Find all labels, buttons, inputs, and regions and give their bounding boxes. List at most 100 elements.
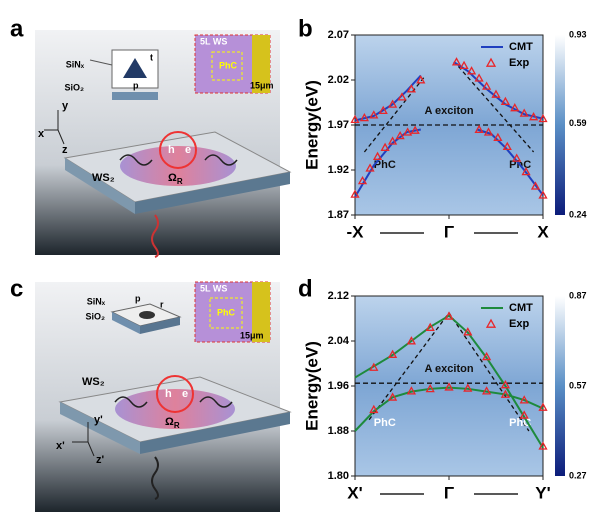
phc-region bbox=[209, 297, 243, 329]
exp-point bbox=[350, 189, 360, 198]
phc-region bbox=[211, 51, 243, 81]
layer-label: SiO₂ bbox=[64, 82, 84, 92]
y-tick-label: 1.87 bbox=[328, 209, 349, 221]
annotation: A exciton bbox=[424, 105, 473, 117]
slab-side bbox=[140, 412, 290, 454]
micrograph-edge bbox=[252, 35, 270, 93]
exp-point bbox=[350, 114, 360, 124]
exp-point bbox=[425, 322, 435, 331]
legend-marker bbox=[485, 57, 497, 67]
exp-point bbox=[387, 392, 398, 401]
y-axis-label: Energy(eV) bbox=[302, 80, 321, 170]
exp-point bbox=[387, 136, 398, 145]
exp-point bbox=[493, 132, 503, 142]
colorbar-label: 0.59 bbox=[569, 118, 587, 128]
colorbar-label: 0.93 bbox=[569, 29, 587, 39]
dim-label: t bbox=[150, 52, 153, 62]
rabi-sub: R bbox=[174, 421, 180, 430]
rabi: ΩR bbox=[165, 416, 180, 430]
wave bbox=[114, 396, 233, 408]
exp-point bbox=[481, 351, 492, 361]
electron: e bbox=[182, 388, 188, 400]
exp-point bbox=[538, 441, 548, 450]
exp-point bbox=[538, 190, 548, 199]
axis-label: z' bbox=[96, 454, 105, 466]
y-tick-label: 2.02 bbox=[328, 74, 349, 86]
exciton-ring bbox=[156, 375, 194, 413]
legend-marker bbox=[485, 318, 497, 328]
exp-point bbox=[459, 60, 469, 70]
layer-label: SiO₂ bbox=[85, 311, 105, 321]
exp-point bbox=[416, 75, 426, 84]
wave bbox=[119, 154, 238, 166]
schematic: SiNₓ SiO₂ p r 5L WS PhC 15μm h e WS₂ ΩR … bbox=[35, 281, 292, 512]
exp-point bbox=[387, 99, 398, 108]
inset-title: 5L WS bbox=[200, 283, 227, 293]
exp-point bbox=[425, 383, 435, 393]
exp-point bbox=[483, 127, 494, 136]
colorbar-label: 0.87 bbox=[569, 290, 587, 300]
exp-point bbox=[491, 89, 501, 98]
colorbar-label: 0.27 bbox=[569, 470, 587, 480]
y-tick-label: 1.88 bbox=[328, 425, 349, 437]
exp-point bbox=[500, 389, 511, 398]
x-tick-label: Γ bbox=[444, 222, 454, 241]
exp-point bbox=[463, 327, 473, 336]
y-tick-label: 1.97 bbox=[328, 119, 349, 131]
electron: e bbox=[185, 144, 191, 156]
exp-point bbox=[387, 349, 398, 358]
rabi-symbol: Ω bbox=[165, 416, 174, 428]
material: WS₂ bbox=[92, 172, 115, 184]
dim-label: p bbox=[135, 293, 141, 303]
schematic: SiNₓ SiO₂ t p 5L WS PhC 15μm h e WS₂ ΩR … bbox=[35, 30, 292, 258]
exp-point bbox=[395, 130, 405, 140]
cmt-line bbox=[354, 314, 544, 449]
exp-point bbox=[474, 124, 484, 133]
exp-point bbox=[380, 142, 390, 151]
exp-point bbox=[466, 66, 477, 75]
exp-point bbox=[406, 336, 417, 345]
hole: h bbox=[168, 144, 175, 156]
annotation: A exciton bbox=[424, 363, 473, 375]
inset-label: PhC bbox=[217, 307, 236, 317]
y-axis-label: Energy(eV) bbox=[302, 341, 321, 431]
inset-side bbox=[140, 317, 180, 334]
inset-side bbox=[112, 312, 140, 334]
exp-point bbox=[365, 163, 375, 172]
exp-point bbox=[403, 127, 413, 136]
rabi: ΩR bbox=[168, 172, 183, 186]
ws2-film bbox=[120, 146, 236, 186]
exp-point bbox=[410, 125, 420, 134]
exp-point bbox=[528, 112, 539, 121]
exp-point bbox=[369, 110, 379, 119]
colorbar-label: 0.24 bbox=[569, 209, 587, 219]
rabi-sub: R bbox=[177, 177, 183, 186]
x-tick-label: -X bbox=[347, 222, 365, 241]
panel-label: c bbox=[10, 275, 23, 302]
exp-point bbox=[359, 112, 370, 122]
axes bbox=[72, 422, 95, 457]
scale-bar: 15μm bbox=[250, 80, 274, 90]
panel-label: d bbox=[298, 275, 313, 302]
axes bbox=[44, 110, 65, 145]
exp-point bbox=[481, 386, 492, 395]
panel-label: a bbox=[10, 15, 24, 42]
annotation: PhC bbox=[374, 417, 396, 429]
exp-point bbox=[463, 383, 473, 392]
legend-label: Exp bbox=[509, 57, 529, 69]
axis-label: x' bbox=[56, 440, 65, 452]
exp-point bbox=[512, 153, 522, 162]
annotation: PhC bbox=[374, 159, 396, 171]
legend-label: CMT bbox=[509, 41, 533, 53]
colorbar-label: 0.57 bbox=[569, 380, 587, 390]
exp-point bbox=[481, 81, 492, 90]
cmt-line bbox=[354, 61, 544, 198]
exp-point bbox=[369, 362, 379, 371]
exp-point bbox=[372, 151, 383, 160]
inset-hole bbox=[139, 311, 155, 319]
exp-point bbox=[519, 395, 529, 404]
y-tick-label: 2.04 bbox=[328, 335, 350, 347]
layer-label: SiNₓ bbox=[87, 296, 106, 306]
colorbar bbox=[555, 35, 565, 215]
